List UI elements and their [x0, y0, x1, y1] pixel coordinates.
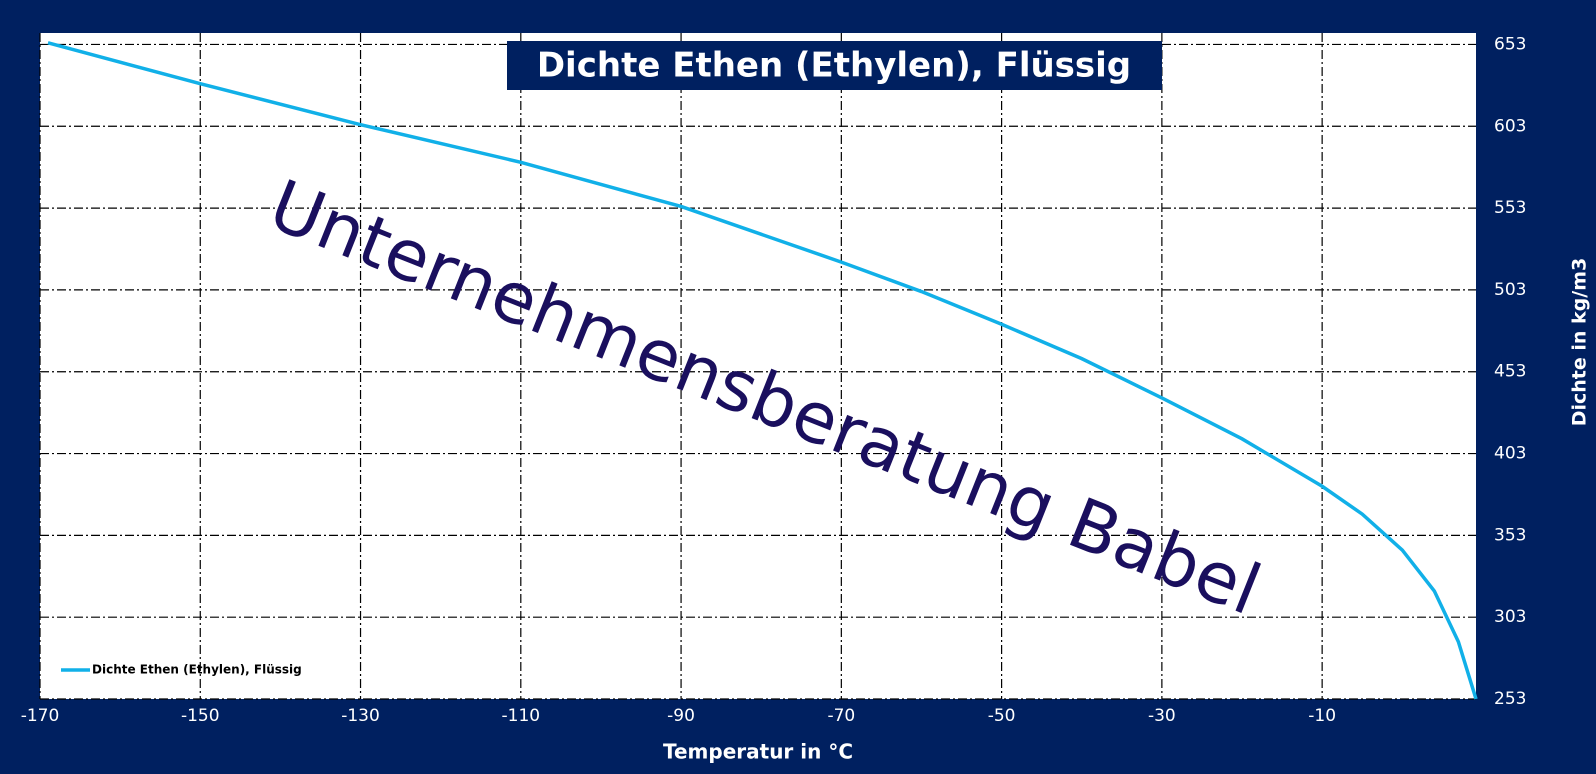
y-tick-label: 253: [1494, 689, 1526, 709]
legend: Dichte Ethen (Ethylen), Flüssig: [61, 663, 302, 677]
y-tick-label: 353: [1494, 525, 1526, 545]
y-tick-label: 653: [1494, 34, 1526, 54]
x-tick-label: -50: [988, 706, 1016, 726]
data-line: [47, 41, 1478, 700]
y-tick-label: 603: [1494, 116, 1526, 136]
x-tick-label: -90: [667, 706, 695, 726]
y-tick-label: 553: [1494, 198, 1526, 218]
legend-label: Dichte Ethen (Ethylen), Flüssig: [92, 663, 302, 677]
plot-area: [40, 33, 1476, 699]
y-axis-title: Dichte in kg/m3: [1569, 258, 1591, 427]
x-tick-label: -70: [827, 706, 855, 726]
x-tick-label: -130: [341, 706, 380, 726]
x-tick-label: -150: [181, 706, 220, 726]
x-tick-label: -110: [502, 706, 541, 726]
x-tick-label: -10: [1308, 706, 1336, 726]
y-tick-label: 403: [1494, 444, 1526, 464]
title-box: [507, 41, 1162, 90]
x-axis-title: Temperatur in °C: [663, 740, 853, 764]
y-tick-label: 453: [1494, 362, 1526, 382]
chart-title: Dichte Ethen (Ethylen), Flüssig: [537, 46, 1131, 86]
x-tick-label: -30: [1148, 706, 1176, 726]
grid: [39, 33, 1476, 700]
y-tick-label: 303: [1494, 607, 1526, 627]
y-tick-label: 503: [1494, 280, 1526, 300]
x-tick-label: -170: [21, 706, 60, 726]
